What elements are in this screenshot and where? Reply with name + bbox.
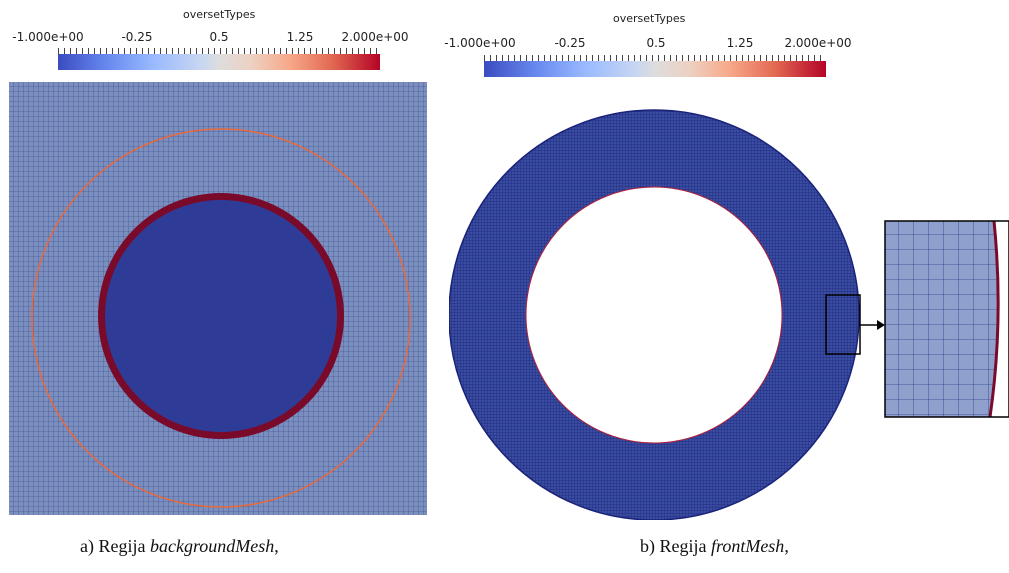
arrowhead-icon [877, 320, 885, 330]
colorbar-tick-label: 0.5 [209, 30, 229, 44]
colorbar-tick-label: -0.25 [121, 30, 153, 44]
overset-boundary-circle [31, 128, 411, 508]
colorbar-title: oversetTypes [613, 12, 686, 25]
inner-ring-edge [525, 186, 783, 444]
colorbar-tick-label: 1.25 [286, 30, 314, 44]
colorbar-tick-label: -1.000e+00 [12, 30, 84, 44]
colorbar-ticks [58, 48, 380, 54]
colorbar-tick-label: 0.5 [646, 36, 666, 50]
colorbar [484, 61, 826, 77]
colorbar-tick-label: 2.000e+00 [784, 36, 852, 50]
colorbar-title: oversetTypes [183, 8, 256, 21]
front-mesh-view [449, 100, 1009, 520]
zoom-inset [884, 220, 1009, 418]
outer-ring-edge [449, 109, 860, 520]
caption-b: b) Regija frontMesh, [640, 536, 789, 556]
colorbar-ticks [484, 55, 826, 61]
colorbar-tick-label: 2.000e+00 [341, 30, 409, 44]
colorbar-tick-label: -0.25 [554, 36, 586, 50]
caption-a: a) Regija backgroundMesh, [80, 536, 279, 556]
background-mesh-view [9, 82, 427, 515]
colorbar [58, 54, 380, 70]
colorbar-tick-label: 1.25 [726, 36, 754, 50]
hole-region [105, 200, 337, 432]
colorbar-tick-label: -1.000e+00 [444, 36, 516, 50]
